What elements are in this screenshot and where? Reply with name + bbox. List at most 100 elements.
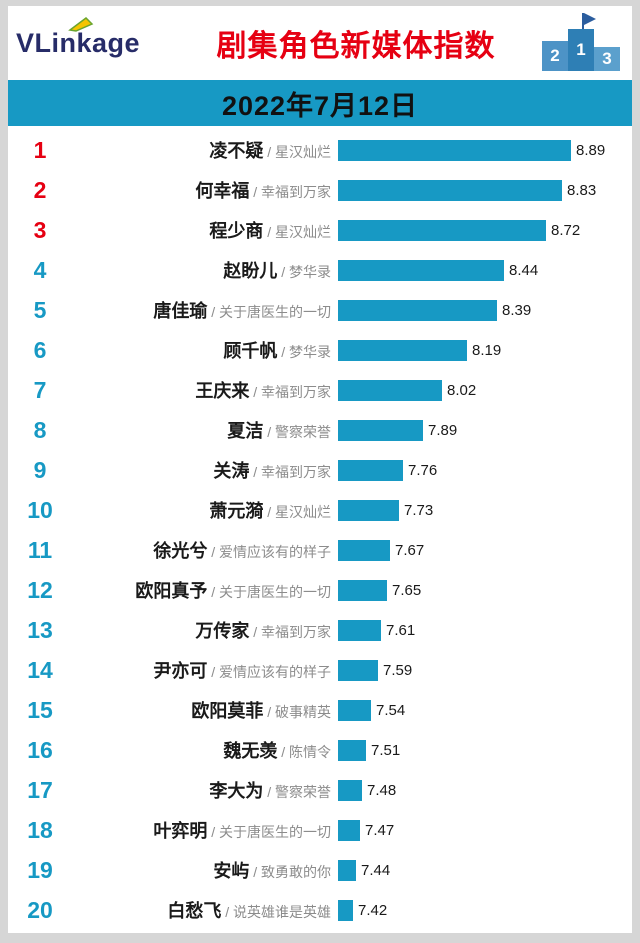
character-name: 尹亦可 (153, 661, 208, 681)
character-name: 魏无羡 (223, 741, 278, 761)
character-name: 李大为 (209, 781, 264, 801)
character-name: 何幸福 (195, 181, 250, 201)
bar-wrap: 8.89 (338, 139, 632, 161)
ranking-row: 4 赵盼儿 / 梦华录 8.44 (8, 250, 632, 290)
rank-number: 9 (33, 456, 47, 483)
name-block: 何幸福 / 幸福到万家 (72, 177, 338, 203)
rank-number: 8 (33, 416, 47, 443)
rank-number: 13 (27, 616, 53, 643)
ranking-row: 11 徐光兮 / 爱情应该有的样子 7.67 (8, 530, 632, 570)
bar-wrap: 7.61 (338, 619, 632, 641)
index-value: 7.54 (376, 701, 406, 719)
index-bar (338, 779, 362, 801)
index-value: 7.42 (358, 901, 388, 919)
name-block: 夏洁 / 警察荣誉 (72, 417, 338, 443)
rank-number: 20 (27, 896, 53, 923)
bar-wrap: 7.89 (338, 419, 632, 441)
ranking-row: 9 关涛 / 幸福到万家 7.76 (8, 450, 632, 490)
drama-name: / 幸福到万家 (249, 384, 331, 400)
podium-flagpole (582, 13, 584, 29)
ranking-row: 12 欧阳真予 / 关于唐医生的一切 7.65 (8, 570, 632, 610)
rank-number: 12 (27, 576, 53, 603)
character-name: 关涛 (213, 461, 250, 481)
bar-wrap: 7.76 (338, 459, 632, 481)
rank-number: 6 (33, 336, 47, 363)
bar-wrap: 7.44 (338, 859, 632, 881)
index-value: 7.67 (395, 541, 425, 559)
drama-name: / 幸福到万家 (249, 184, 331, 200)
index-value: 8.44 (509, 261, 539, 279)
rank-number: 19 (27, 856, 53, 883)
rank-number: 2 (33, 176, 47, 203)
name-block: 唐佳瑜 / 关于唐医生的一切 (72, 297, 338, 323)
index-bar (338, 379, 442, 401)
name-block: 尹亦可 / 爱情应该有的样子 (72, 657, 338, 683)
ranking-row: 17 李大为 / 警察荣誉 7.48 (8, 770, 632, 810)
drama-name: / 星汉灿烂 (263, 144, 331, 160)
ranking-row: 14 尹亦可 / 爱情应该有的样子 7.59 (8, 650, 632, 690)
character-name: 徐光兮 (153, 541, 208, 561)
index-bar (338, 299, 497, 321)
drama-name: / 致勇敢的你 (249, 864, 331, 880)
rank-number: 3 (33, 216, 47, 243)
index-value: 7.76 (408, 461, 438, 479)
ranking-row: 5 唐佳瑜 / 关于唐医生的一切 8.39 (8, 290, 632, 330)
drama-name: / 关于唐医生的一切 (207, 824, 331, 840)
drama-name: / 梦华录 (277, 264, 331, 280)
character-name: 顾千帆 (223, 341, 278, 361)
bar-wrap: 7.73 (338, 499, 632, 521)
index-value: 7.44 (361, 861, 391, 879)
podium-second-place: 2 (542, 41, 568, 71)
drama-name: / 说英雄谁是英雄 (221, 904, 331, 920)
bar-wrap: 8.39 (338, 299, 632, 321)
ranking-row: 15 欧阳莫菲 / 破事精英 7.54 (8, 690, 632, 730)
rank-number: 16 (27, 736, 53, 763)
rank-number: 17 (27, 776, 53, 803)
index-bar (338, 899, 353, 921)
bar-wrap: 8.83 (338, 179, 632, 201)
rank-number: 14 (27, 656, 53, 683)
ranking-row: 18 叶弈明 / 关于唐医生的一切 7.47 (8, 810, 632, 850)
vlinkage-logo: VLinkage (16, 16, 174, 59)
header: VLinkage 剧集角色新媒体指数 2 1 3 (8, 6, 632, 80)
ranking-row: 3 程少商 / 星汉灿烂 8.72 (8, 210, 632, 250)
podium-flag-icon (584, 13, 596, 25)
character-name: 欧阳真予 (135, 581, 208, 601)
index-value: 8.19 (472, 341, 502, 359)
drama-name: / 幸福到万家 (249, 624, 331, 640)
bar-wrap: 7.59 (338, 659, 632, 681)
name-block: 赵盼儿 / 梦华录 (72, 257, 338, 283)
drama-name: / 警察荣誉 (263, 784, 331, 800)
podium-first-place: 1 (568, 29, 594, 71)
index-bar (338, 619, 381, 641)
drama-name: / 关于唐医生的一切 (207, 304, 331, 320)
bar-wrap: 7.48 (338, 779, 632, 801)
bar-wrap: 7.54 (338, 699, 632, 721)
index-value: 7.47 (365, 821, 395, 839)
index-value: 7.59 (383, 661, 413, 679)
name-block: 魏无羡 / 陈情令 (72, 737, 338, 763)
index-value: 7.51 (371, 741, 401, 759)
index-bar (338, 259, 504, 281)
index-bar (338, 179, 562, 201)
name-block: 欧阳真予 / 关于唐医生的一切 (72, 577, 338, 603)
index-bar (338, 219, 546, 241)
drama-name: / 破事精英 (263, 704, 331, 720)
index-value: 7.61 (386, 621, 416, 639)
date-banner: 2022年7月12日 (8, 80, 632, 126)
podium-third-place: 3 (594, 47, 620, 71)
ranking-row: 6 顾千帆 / 梦华录 8.19 (8, 330, 632, 370)
rank-number: 15 (27, 696, 53, 723)
index-bar (338, 419, 423, 441)
bar-wrap: 7.65 (338, 579, 632, 601)
name-block: 李大为 / 警察荣誉 (72, 777, 338, 803)
index-bar (338, 539, 390, 561)
character-name: 程少商 (209, 221, 264, 241)
bar-wrap: 7.67 (338, 539, 632, 561)
rank-number: 5 (33, 296, 47, 323)
index-bar (338, 499, 399, 521)
name-block: 欧阳莫菲 / 破事精英 (72, 697, 338, 723)
rank-number: 18 (27, 816, 53, 843)
character-name: 万传家 (195, 621, 250, 641)
bar-wrap: 8.44 (338, 259, 632, 281)
